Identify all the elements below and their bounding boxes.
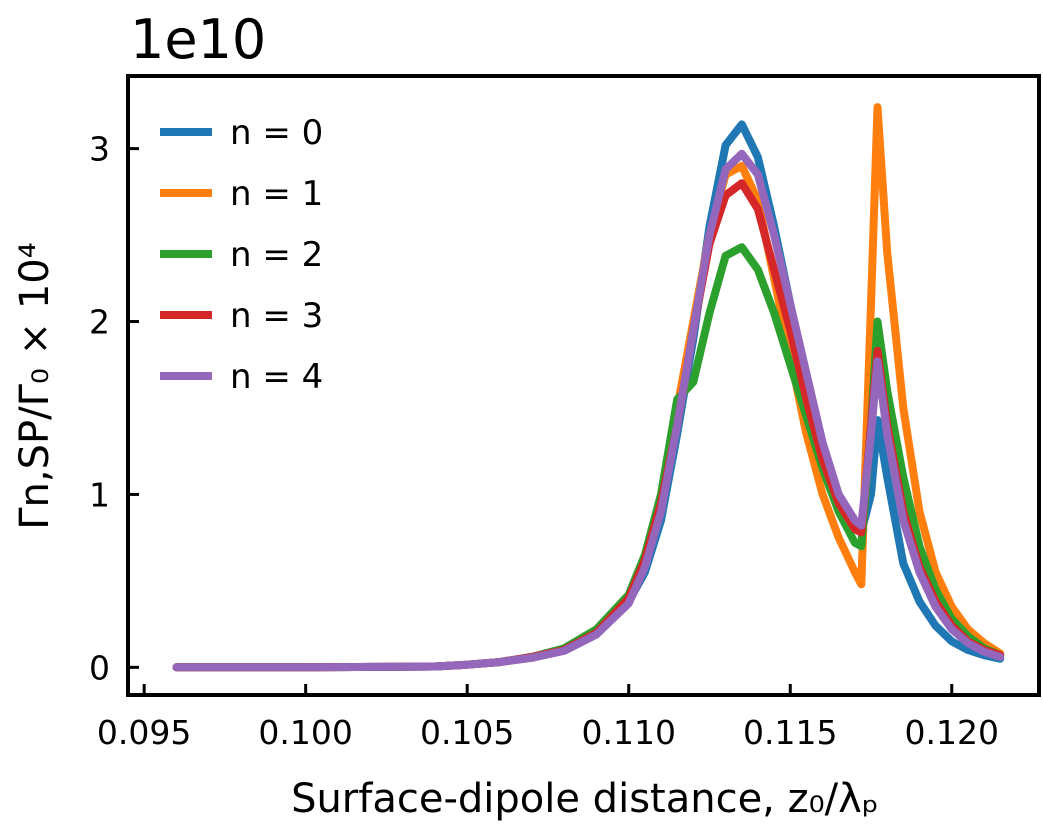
legend-label: n = 1 bbox=[230, 174, 323, 214]
legend-label: n = 0 bbox=[230, 113, 323, 153]
offset-text: 1e10 bbox=[130, 8, 266, 71]
x-tick-label: 0.105 bbox=[420, 713, 514, 752]
y-tick-label: 0 bbox=[89, 648, 110, 687]
ticks: 0.095 0.100 0.105 0.110 0.115 0.120 0 1 2 3 bbox=[89, 130, 999, 752]
x-tick-label: 0.100 bbox=[258, 713, 352, 752]
y-tick-label: 2 bbox=[89, 303, 110, 342]
plot-area bbox=[172, 103, 1005, 672]
x-tick-label: 0.120 bbox=[905, 713, 999, 752]
legend-label: n = 2 bbox=[230, 235, 323, 275]
x-axis-label: Surface-dipole distance, z₀/λₚ bbox=[291, 776, 879, 822]
y-axis-label: Γn,SP/Γ₀ × 10⁴ bbox=[12, 242, 58, 530]
series-line-n4 bbox=[172, 149, 1005, 672]
axes-frame bbox=[126, 74, 1041, 697]
legend: n = 0 n = 1 n = 2 n = 3 n = 4 bbox=[160, 113, 323, 397]
y-tick-label: 3 bbox=[89, 130, 110, 169]
x-tick-label: 0.110 bbox=[581, 713, 675, 752]
x-tick-label: 0.095 bbox=[97, 713, 191, 752]
legend-label: n = 4 bbox=[230, 357, 323, 397]
legend-label: n = 3 bbox=[230, 296, 323, 336]
x-tick-label: 0.115 bbox=[743, 713, 837, 752]
y-tick-label: 1 bbox=[89, 475, 110, 514]
